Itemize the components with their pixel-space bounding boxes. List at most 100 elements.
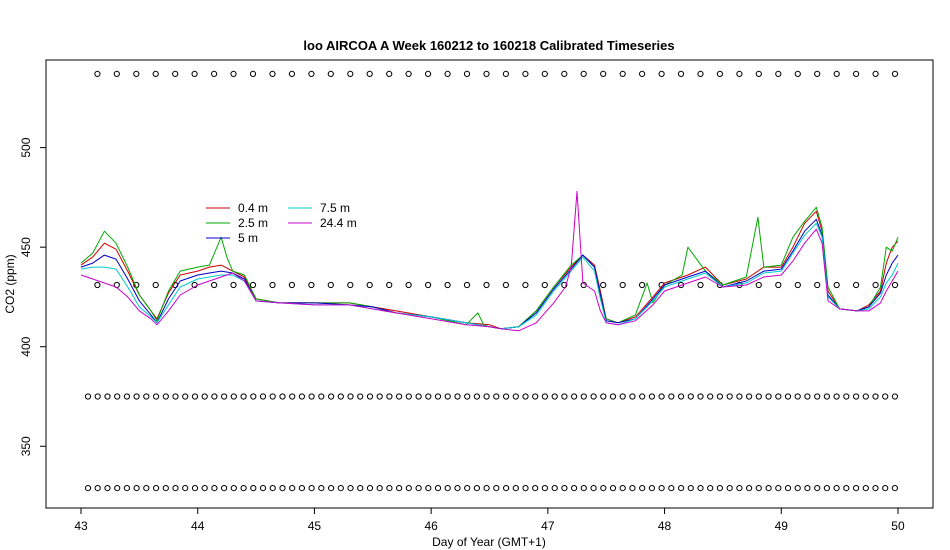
marker-row-3-marker (629, 393, 636, 400)
marker-row-4-marker (493, 485, 500, 492)
marker-row-4-marker (396, 485, 403, 492)
marker-row-3-marker (143, 393, 150, 400)
marker-row-4-marker (600, 485, 607, 492)
marker-row-4-marker (240, 485, 247, 492)
marker-row-4-marker (84, 485, 92, 492)
marker-row-4-marker (386, 485, 393, 492)
marker-row-4-marker (590, 485, 597, 492)
marker-row-4-marker (308, 485, 315, 492)
marker-row-1-marker (308, 70, 315, 78)
marker-row-4-marker (230, 485, 237, 492)
marker-row-3-marker (114, 393, 121, 400)
marker-row-1-marker (152, 70, 159, 78)
marker-row-3-marker (240, 393, 247, 400)
marker-row-2-marker (211, 281, 218, 289)
marker-row-1-marker (249, 70, 257, 78)
marker-row-3-marker (94, 393, 101, 400)
marker-row-4-marker (337, 485, 344, 492)
marker-row-3-marker (376, 393, 383, 400)
marker-row-4-marker (765, 485, 772, 492)
marker-row-1-marker (580, 70, 587, 78)
marker-row-4-marker (123, 485, 131, 492)
marker-row-1-marker (113, 70, 120, 78)
marker-row-3-marker (328, 393, 335, 400)
marker-row-4-marker (289, 485, 296, 492)
marker-row-3-marker (464, 393, 471, 400)
marker-row-1-marker (677, 70, 685, 78)
marker-row-3-marker (357, 393, 364, 400)
marker-row-3-marker (784, 393, 792, 400)
marker-row-4-marker (172, 485, 179, 492)
marker-row-3-marker (843, 393, 850, 400)
legend-label: 24.4 m (320, 216, 357, 230)
marker-row-2-marker (833, 281, 840, 289)
marker-row-3-marker (425, 393, 432, 400)
marker-row-1-marker (502, 70, 509, 78)
marker-row-3-marker (619, 393, 626, 400)
marker-row-4-marker (784, 485, 792, 492)
marker-row-3-marker (347, 393, 354, 400)
marker-row-4-marker (259, 485, 267, 492)
marker-row-4-marker (833, 485, 840, 492)
marker-row-1-marker (872, 70, 879, 78)
marker-row-1-marker (211, 70, 218, 78)
legend: 0.4 m2.5 m5 m 7.5 m24.4 m (206, 201, 357, 245)
marker-row-3-marker (366, 393, 374, 400)
marker-row-3-marker (434, 393, 442, 400)
marker-row-4-marker (182, 485, 189, 492)
marker-row-3-marker (162, 393, 169, 400)
marker-row-1-marker (94, 70, 101, 78)
marker-row-3-marker (522, 393, 529, 400)
marker-row-3-marker (609, 393, 617, 400)
marker-row-3-marker (279, 393, 286, 400)
marker-row-3-marker (201, 393, 208, 400)
marker-row-4-marker (298, 485, 305, 492)
marker-row-3-marker (697, 393, 704, 400)
marker-row-2-marker (405, 281, 412, 289)
marker-row-3-marker (503, 393, 510, 400)
marker-row-2-marker (775, 281, 782, 289)
marker-row-4-marker (571, 485, 578, 492)
x-tick-label: 45 (308, 519, 322, 533)
marker-row-3-marker (639, 393, 646, 400)
marker-row-4-marker (512, 485, 519, 492)
marker-row-3-marker (590, 393, 597, 400)
marker-row-3-marker (862, 393, 869, 400)
marker-row-4-marker (648, 485, 656, 492)
marker-row-4-marker (862, 485, 869, 492)
marker-row-3-marker (211, 393, 218, 400)
marker-row-2-marker (502, 281, 509, 289)
marker-row-2-marker (755, 281, 762, 289)
marker-row-3-marker (454, 393, 461, 400)
marker-row-4-marker (114, 485, 121, 492)
marker-row-2-marker (327, 281, 334, 289)
marker-row-2-marker (152, 281, 159, 289)
marker-row-3-marker (259, 393, 267, 400)
marker-row-1-marker (541, 70, 548, 78)
marker-row-2-marker (269, 281, 276, 289)
marker-row-3-marker (736, 393, 743, 400)
marker-row-4-marker (532, 485, 539, 492)
marker-row-4-marker (503, 485, 510, 492)
series-7-5-m-line (80, 222, 899, 330)
marker-row-3-marker (405, 393, 412, 400)
marker-row-1-marker (600, 70, 607, 78)
marker-row-3-marker (298, 393, 305, 400)
marker-row-3-marker (580, 393, 587, 400)
marker-row-1-marker (172, 70, 179, 78)
marker-row-3-marker (600, 393, 607, 400)
marker-row-4-marker (823, 485, 831, 492)
y-tick-label: 350 (19, 436, 33, 456)
marker-row-2-marker (347, 281, 354, 289)
marker-row-1-marker (561, 70, 568, 78)
marker-row-3-marker (882, 393, 889, 400)
marker-row-4-marker (464, 485, 471, 492)
marker-row-1-marker (463, 70, 471, 78)
marker-row-1-marker (755, 70, 762, 78)
marker-row-3-marker (473, 393, 480, 400)
marker-row-4-marker (629, 485, 636, 492)
marker-row-3-marker (250, 393, 257, 400)
marker-row-2-marker (872, 281, 879, 289)
marker-row-3-marker (386, 393, 393, 400)
marker-row-3-marker (415, 393, 422, 400)
